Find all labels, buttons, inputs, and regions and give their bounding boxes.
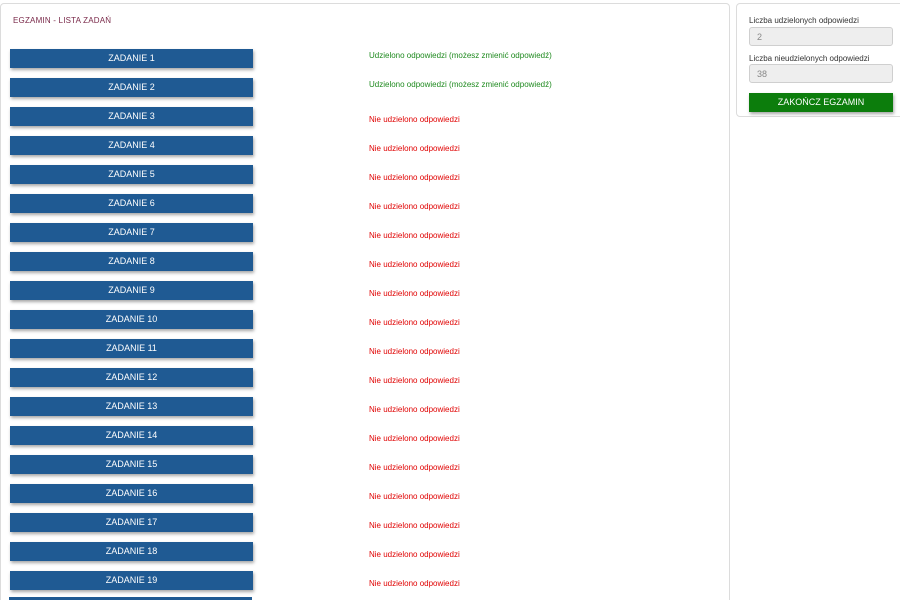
task-row: ZADANIE 14 Nie udzielono odpowiedzi (10, 423, 710, 452)
task-row: ZADANIE 10 Nie udzielono odpowiedzi (10, 307, 710, 336)
answered-count-label: Liczba udzielonych odpowiedzi (749, 16, 859, 25)
task-row: ZADANIE 13 Nie udzielono odpowiedzi (10, 394, 710, 423)
task-status: Nie udzielono odpowiedzi (369, 115, 460, 124)
task-row: ZADANIE 16 Nie udzielono odpowiedzi (10, 481, 710, 510)
task-status: Nie udzielono odpowiedzi (369, 550, 460, 559)
task-button[interactable]: ZADANIE 18 (10, 542, 253, 561)
task-button[interactable]: ZADANIE 19 (10, 571, 253, 590)
finish-exam-button[interactable]: ZAKOŃCZ EGZAMIN (749, 93, 893, 112)
task-row: ZADANIE 1 Udzielono odpowiedzi (możesz zm… (10, 46, 710, 75)
task-status: Nie udzielono odpowiedzi (369, 260, 460, 269)
unanswered-count-field (749, 64, 893, 83)
task-button[interactable]: ZADANIE 14 (10, 426, 253, 445)
task-row: ZADANIE 5 Nie udzielono odpowiedzi (10, 162, 710, 191)
task-button[interactable]: ZADANIE 7 (10, 223, 253, 242)
task-button[interactable]: ZADANIE 9 (10, 281, 253, 300)
task-status: Nie udzielono odpowiedzi (369, 202, 460, 211)
task-row: ZADANIE 12 Nie udzielono odpowiedzi (10, 365, 710, 394)
task-status: Nie udzielono odpowiedzi (369, 144, 460, 153)
unanswered-count-label: Liczba nieudzielonych odpowiedzi (749, 54, 870, 63)
task-button[interactable]: ZADANIE 12 (10, 368, 253, 387)
task-status: Udzielono odpowiedzi (możesz zmienić odp… (369, 51, 552, 60)
task-row: ZADANIE 8 Nie udzielono odpowiedzi (10, 249, 710, 278)
task-row: ZADANIE 2 Udzielono odpowiedzi (możesz zm… (10, 75, 710, 104)
task-row: ZADANIE 15 Nie udzielono odpowiedzi (10, 452, 710, 481)
task-row: ZADANIE 18 Nie udzielono odpowiedzi (10, 539, 710, 568)
task-row: ZADANIE 3 Nie udzielono odpowiedzi (10, 104, 710, 133)
task-button[interactable]: ZADANIE 6 (10, 194, 253, 213)
task-button[interactable]: ZADANIE 8 (10, 252, 253, 271)
task-button[interactable]: ZADANIE 4 (10, 136, 253, 155)
task-status: Nie udzielono odpowiedzi (369, 434, 460, 443)
task-button[interactable]: ZADANIE 1 (10, 49, 253, 68)
task-status: Nie udzielono odpowiedzi (369, 173, 460, 182)
task-button[interactable]: ZADANIE 10 (10, 310, 253, 329)
summary-panel: Liczba udzielonych odpowiedzi Liczba nie… (736, 3, 900, 117)
task-row: ZADANIE 17 Nie udzielono odpowiedzi (10, 510, 710, 539)
task-status: Nie udzielono odpowiedzi (369, 579, 460, 588)
task-button[interactable]: ZADANIE 15 (10, 455, 253, 474)
task-button[interactable]: ZADANIE 2 (10, 78, 253, 97)
task-row: ZADANIE 4 Nie udzielono odpowiedzi (10, 133, 710, 162)
task-button-partial[interactable] (9, 597, 252, 600)
task-row: ZADANIE 7 Nie udzielono odpowiedzi (10, 220, 710, 249)
task-status: Nie udzielono odpowiedzi (369, 376, 460, 385)
task-status: Nie udzielono odpowiedzi (369, 289, 460, 298)
answered-count-field (749, 27, 893, 46)
task-status: Nie udzielono odpowiedzi (369, 521, 460, 530)
task-status: Nie udzielono odpowiedzi (369, 318, 460, 327)
task-button[interactable]: ZADANIE 5 (10, 165, 253, 184)
task-button[interactable]: ZADANIE 11 (10, 339, 253, 358)
task-row: ZADANIE 11 Nie udzielono odpowiedzi (10, 336, 710, 365)
page-title: EGZAMIN - LISTA ZADAŃ (13, 16, 112, 25)
task-status: Nie udzielono odpowiedzi (369, 231, 460, 240)
task-status: Nie udzielono odpowiedzi (369, 492, 460, 501)
task-status: Nie udzielono odpowiedzi (369, 347, 460, 356)
task-button[interactable]: ZADANIE 17 (10, 513, 253, 532)
task-status: Udzielono odpowiedzi (możesz zmienić odp… (369, 80, 552, 89)
task-status: Nie udzielono odpowiedzi (369, 405, 460, 414)
task-button[interactable]: ZADANIE 16 (10, 484, 253, 503)
task-button[interactable]: ZADANIE 13 (10, 397, 253, 416)
task-button[interactable]: ZADANIE 3 (10, 107, 253, 126)
task-status: Nie udzielono odpowiedzi (369, 463, 460, 472)
task-list-panel: EGZAMIN - LISTA ZADAŃ ZADANIE 1 Udzielono… (0, 3, 730, 600)
task-row: ZADANIE 19 Nie udzielono odpowiedzi (10, 568, 710, 597)
task-row: ZADANIE 6 Nie udzielono odpowiedzi (10, 191, 710, 220)
task-list: ZADANIE 1 Udzielono odpowiedzi (możesz zm… (10, 46, 710, 597)
task-row: ZADANIE 9 Nie udzielono odpowiedzi (10, 278, 710, 307)
